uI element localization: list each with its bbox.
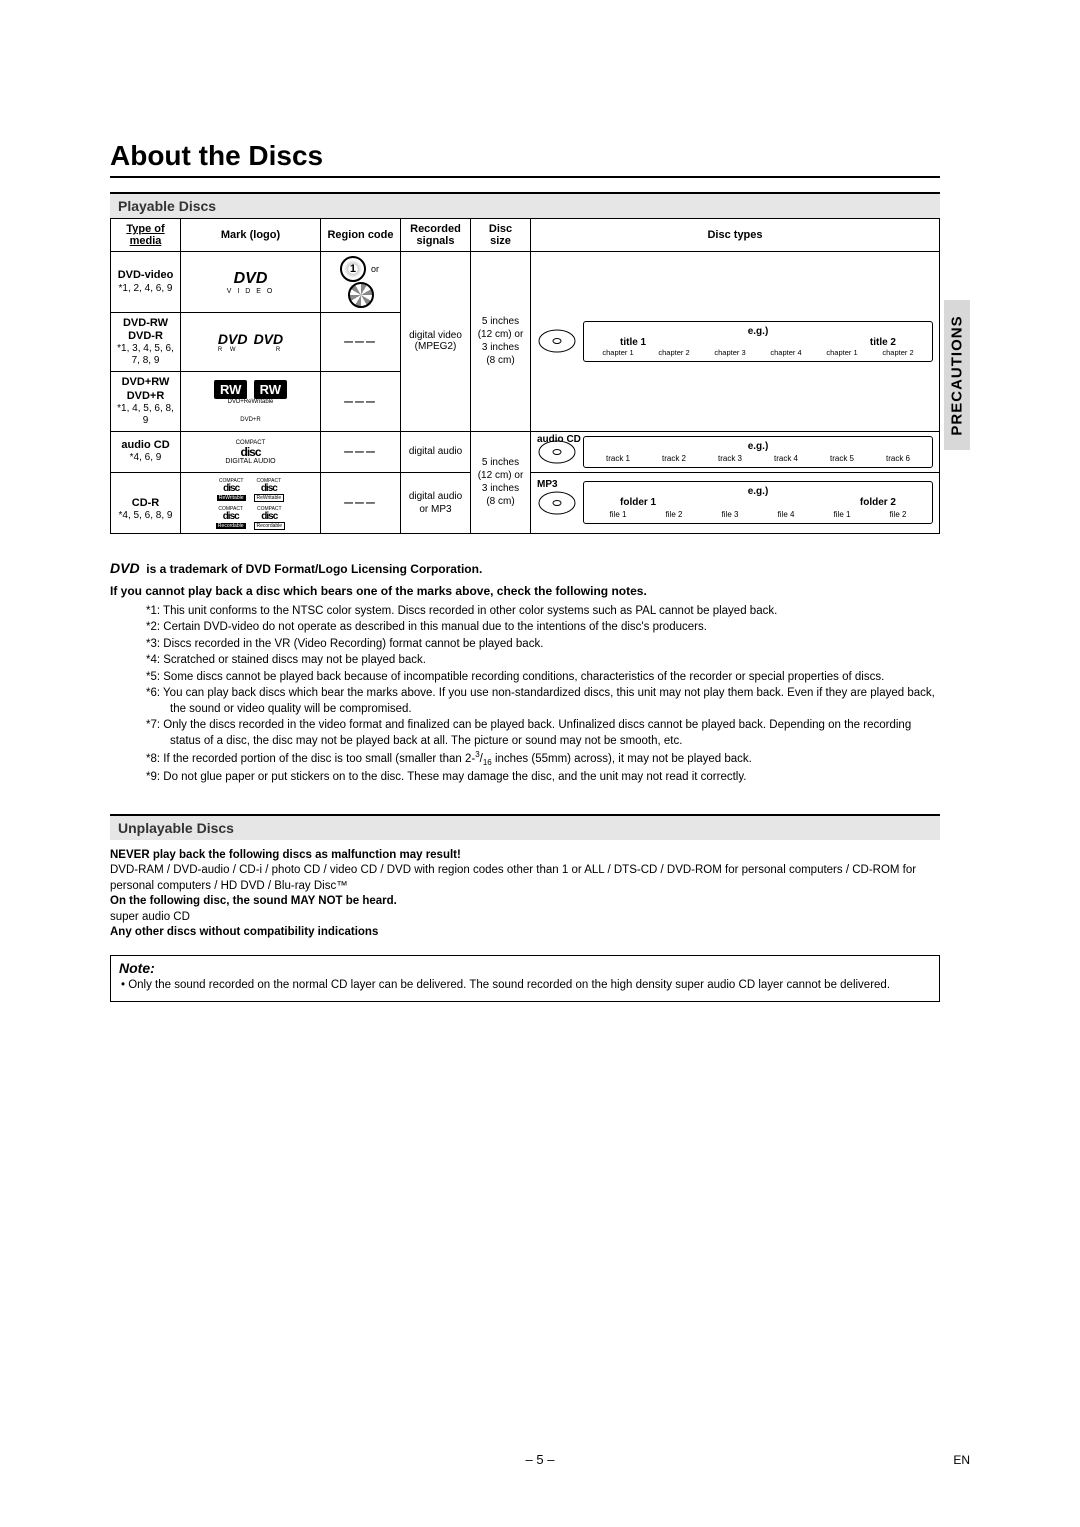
note-item: *9: Do not glue paper or put stickers on…	[146, 770, 940, 786]
cell-dvd-size: 5 inches (12 cm) or 3 inches (8 cm)	[471, 252, 531, 432]
note-box: Note: • Only the sound recorded on the n…	[110, 955, 940, 1002]
cell-dvd-types: e.g.) title 1 title 2 chapter 1 chapter …	[531, 252, 940, 432]
note-item: *6: You can play back discs which bear t…	[146, 686, 940, 717]
notes-list: *1: This unit conforms to the NTSC color…	[110, 604, 940, 786]
rw-icon: RW	[214, 380, 247, 399]
page-number: – 5 –	[0, 1452, 1080, 1467]
region-1-icon	[340, 256, 366, 282]
note-item: *7: Only the discs recorded in the video…	[146, 718, 940, 749]
cell-cdrw-types: MP3 e.g.) folder 1 folder 2 file 1 file …	[531, 472, 940, 533]
cell-audiocd-region: –––	[321, 431, 401, 472]
region-all-icon	[348, 282, 374, 308]
cell-cdrw-media: CD-R *4, 5, 6, 8, 9	[111, 472, 181, 533]
trademark-line: DVD is a trademark of DVD Format/Logo Li…	[110, 560, 940, 576]
cell-cd-size: 5 inches (12 cm) or 3 inches (8 cm)	[471, 431, 531, 533]
compact-disc-r-icon: COMPACTdiscRecordable	[254, 505, 286, 529]
section-playable-header: Playable Discs	[110, 192, 940, 218]
disc-icon	[537, 490, 577, 516]
note-item: *4: Scratched or stained discs may not b…	[146, 653, 940, 669]
cell-cdrw-signals: digital audio or MP3	[401, 472, 471, 533]
note-item: *5: Some discs cannot be played back bec…	[146, 670, 940, 686]
cell-dvd-rw-region: –––	[321, 313, 401, 372]
cell-dvd-signals: digital video (MPEG2)	[401, 252, 471, 432]
th-media: Type of media	[111, 219, 181, 252]
note-item: *3: Discs recorded in the VR (Video Reco…	[146, 637, 940, 653]
cell-audiocd-types: audio CD e.g.) track 1 track 2 track 3 t…	[531, 431, 940, 472]
note-item: *8: If the recorded portion of the disc …	[146, 750, 940, 769]
side-tab-precautions: PRECAUTIONS	[944, 300, 970, 450]
note-box-item: • Only the sound recorded on the normal …	[119, 978, 931, 993]
cell-dvd-prw-mark: RW RW DVD+ReWritable DVD+R	[181, 372, 321, 431]
dvd-logo-icon: DVD	[110, 560, 140, 576]
compact-disc-r-icon: COMPACTdiscRecordable	[216, 505, 246, 529]
cell-cdrw-mark: COMPACTdiscReWritable COMPACTdiscReWrita…	[181, 472, 321, 533]
cell-dvd-video-media: DVD-video *1, 2, 4, 6, 9	[111, 252, 181, 313]
th-mark: Mark (logo)	[181, 219, 321, 252]
th-region: Region code	[321, 219, 401, 252]
compact-disc-icon: COMPACTdiscDIGITAL AUDIO	[187, 439, 314, 465]
cell-audiocd-media: audio CD *4, 6, 9	[111, 431, 181, 472]
cell-audiocd-mark: COMPACTdiscDIGITAL AUDIO	[181, 431, 321, 472]
page-lang: EN	[953, 1453, 970, 1467]
cell-dvd-rw-mark: DVD DVD R W R	[181, 313, 321, 372]
th-types: Disc types	[531, 219, 940, 252]
unplayable-body: NEVER play back the following discs as m…	[110, 848, 940, 941]
section-unplayable-header: Unplayable Discs	[110, 814, 940, 840]
disc-icon	[537, 439, 577, 465]
cell-dvd-prw-media: DVD+RW DVD+R *1, 4, 5, 6, 8, 9	[111, 372, 181, 431]
page-title: About the Discs	[110, 140, 940, 178]
rw-icon: RW	[254, 380, 287, 399]
cell-audiocd-signals: digital audio	[401, 431, 471, 472]
cell-dvd-video-mark: DVD V I D E O	[181, 252, 321, 313]
cell-cdrw-region: –––	[321, 472, 401, 533]
playable-discs-table: Type of media Mark (logo) Region code Re…	[110, 218, 940, 534]
note-item: *2: Certain DVD-video do not operate as …	[146, 620, 940, 636]
cell-dvd-rw-media: DVD-RW DVD-R *1, 3, 4, 5, 6, 7, 8, 9	[111, 313, 181, 372]
note-box-title: Note:	[119, 960, 931, 976]
dvd-logo-icon: DVD	[234, 270, 268, 287]
compact-disc-rw-icon: COMPACTdiscReWritable	[217, 477, 246, 501]
cell-dvd-prw-region: –––	[321, 372, 401, 431]
th-signals: Recorded signals	[401, 219, 471, 252]
compact-disc-rw-icon: COMPACTdiscReWritable	[254, 477, 285, 501]
notes-heading: If you cannot play back a disc which bea…	[110, 584, 940, 598]
th-size: Disc size	[471, 219, 531, 252]
disc-icon	[537, 328, 577, 354]
cell-dvd-video-region: or	[321, 252, 401, 313]
note-item: *1: This unit conforms to the NTSC color…	[146, 604, 940, 620]
